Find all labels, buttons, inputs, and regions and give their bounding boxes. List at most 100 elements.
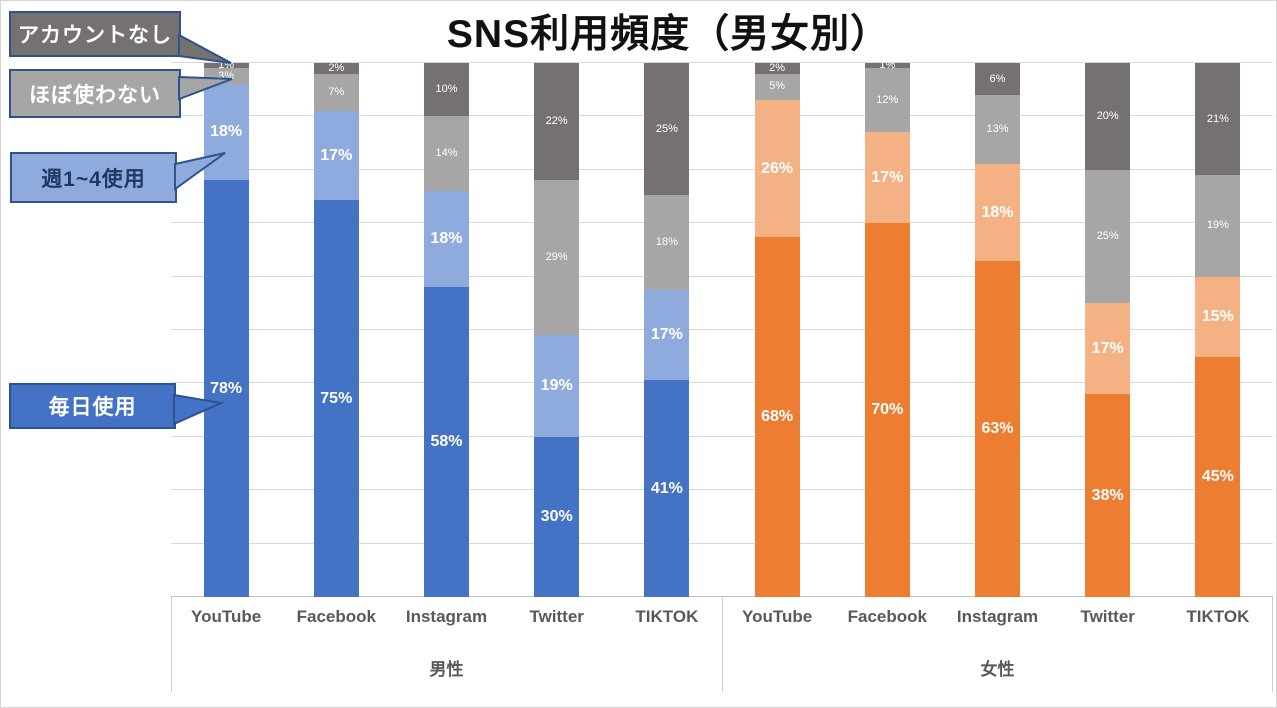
- category-label-TIKTOK: TIKTOK: [635, 607, 699, 626]
- bar-男性-TIKTOK: 41% 17% 18% 25%: [644, 63, 690, 597]
- segment-value-label: 63%: [981, 419, 1014, 437]
- bar-segment-アカウントなし: 20%: [1085, 63, 1131, 170]
- segment-value-label: 18%: [655, 236, 678, 249]
- segment-value-label: 19%: [540, 377, 573, 395]
- bar-segment-週1~4使用: 17%: [864, 132, 910, 224]
- segment-value-label: 30%: [540, 507, 573, 525]
- legend-label: 毎日使用: [48, 396, 137, 419]
- segment-value-label: 6%: [989, 72, 1006, 85]
- bar-女性-YouTube: 68% 26% 5% 2%: [754, 62, 800, 597]
- bar-segment-ほぼ使わない: 5%: [754, 73, 800, 101]
- axis-group-divider: [171, 597, 172, 692]
- segment-value-label: 41%: [650, 479, 683, 497]
- bar-segment-ほぼ使わない: 7%: [313, 73, 359, 111]
- legend-label: アカウントなし: [18, 24, 172, 47]
- segment-value-label: 26%: [761, 159, 794, 177]
- bar-segment-アカウントなし: 2%: [313, 61, 359, 74]
- bar-segment-毎日使用: 78%: [203, 180, 249, 597]
- bar-segment-ほぼ使わない: 29%: [534, 180, 580, 336]
- segment-value-label: 3%: [218, 69, 235, 82]
- bar-segment-アカウントなし: 10%: [424, 63, 469, 117]
- category-label-Facebook: Facebook: [847, 607, 927, 626]
- segment-value-label: 75%: [320, 389, 353, 407]
- category-label-Instagram: Instagram: [405, 607, 488, 626]
- segment-value-label: 15%: [1201, 307, 1234, 325]
- bar-segment-毎日使用: 41%: [644, 380, 690, 597]
- segment-value-label: 68%: [761, 408, 794, 426]
- bar-女性-TIKTOK: 45% 15% 19% 21%: [1195, 63, 1241, 597]
- category-axis: YouTube Facebook Instagram Twitter TIKTOK 男性 Y…: [171, 597, 1273, 694]
- segment-value-label: 19%: [1206, 219, 1229, 232]
- category-label-TIKTOK: TIKTOK: [1186, 607, 1250, 626]
- bar-segment-アカウントなし: 1%: [864, 60, 910, 71]
- segment-value-label: 17%: [650, 326, 683, 344]
- bar-segment-週1~4使用: 18%: [424, 191, 469, 288]
- bar-segment-アカウントなし: 1%: [203, 59, 249, 72]
- category-label-Instagram: Instagram: [956, 607, 1039, 626]
- bar-segment-アカウントなし: 25%: [644, 63, 690, 196]
- bar-segment-週1~4使用: 26%: [754, 100, 800, 238]
- category-label-Facebook: Facebook: [296, 607, 376, 626]
- group-label-女性: 女性: [980, 660, 1015, 679]
- segment-value-label: 14%: [435, 147, 458, 160]
- bar-男性-Twitter: 30% 19% 29% 22%: [534, 63, 580, 597]
- bar-segment-週1~4使用: 15%: [1195, 276, 1241, 357]
- gridline-60: [171, 275, 1273, 277]
- segment-value-label: 13%: [986, 123, 1009, 136]
- bar-segment-毎日使用: 70%: [864, 223, 910, 597]
- segment-value-label: 17%: [1091, 339, 1124, 357]
- segment-value-label: 38%: [1091, 486, 1124, 504]
- segment-value-label: 7%: [328, 85, 345, 98]
- category-label-YouTube: YouTube: [741, 607, 813, 626]
- bar-segment-毎日使用: 58%: [424, 287, 469, 597]
- legend-callout-no-account: アカウントなし: [9, 11, 181, 57]
- bar-男性-Facebook: 75% 17% 7% 2%: [313, 61, 359, 597]
- gridline-70: [171, 222, 1273, 224]
- bar-segment-ほぼ使わない: 19%: [1195, 175, 1241, 277]
- bar-segment-毎日使用: 30%: [534, 436, 580, 597]
- bar-segment-毎日使用: 75%: [313, 200, 359, 597]
- segment-value-label: 70%: [871, 401, 904, 419]
- bar-男性-Instagram: 58% 18% 14% 10%: [424, 63, 469, 597]
- gridline-100: [171, 62, 1273, 63]
- legend-label: ほぼ使わない: [29, 83, 161, 107]
- bar-segment-ほぼ使わない: 13%: [975, 95, 1020, 165]
- legend-callout-weekly-use: 週1~4使用: [10, 152, 177, 203]
- bar-segment-ほぼ使わない: 25%: [1085, 169, 1131, 304]
- segment-value-label: 58%: [430, 433, 463, 451]
- bar-segment-週1~4使用: 18%: [975, 164, 1020, 261]
- gridline-50: [171, 329, 1273, 330]
- gridline-40: [171, 382, 1273, 384]
- segment-value-label: 12%: [876, 93, 899, 106]
- gridline-30: [171, 435, 1273, 437]
- gridline-90: [171, 115, 1273, 117]
- legend-label: 週1~4使用: [41, 167, 146, 191]
- bar-segment-週1~4使用: 19%: [534, 335, 580, 437]
- segment-value-label: 2%: [328, 61, 345, 74]
- bar-女性-Twitter: 38% 17% 25% 20%: [1085, 63, 1131, 597]
- bar-女性-Facebook: 70% 17% 12% 1%: [864, 60, 910, 597]
- chart-title: SNS利用頻度（男女別）: [446, 13, 891, 56]
- bar-segment-週1~4使用: 17%: [644, 290, 690, 381]
- bar-segment-ほぼ使わない: 18%: [644, 195, 690, 291]
- bar-segment-毎日使用: 68%: [754, 237, 800, 597]
- x-axis-line: [171, 596, 1273, 597]
- segment-value-label: 29%: [545, 251, 568, 264]
- axis-group-divider: [1272, 597, 1273, 692]
- segment-value-label: 18%: [210, 123, 243, 141]
- segment-value-label: 1%: [218, 59, 235, 72]
- segment-value-label: 21%: [1206, 112, 1229, 125]
- category-label-YouTube: YouTube: [190, 607, 262, 626]
- plot-area: 78% 18% 3% 1% 75% 17% 7% 2% 58% 18% 14% 10% 30% 19% 29…: [171, 59, 1273, 597]
- segment-value-label: 18%: [430, 230, 463, 248]
- segment-value-label: 20%: [1096, 109, 1119, 122]
- bar-segment-ほぼ使わない: 14%: [424, 116, 469, 192]
- bar-segment-アカウントなし: 2%: [754, 62, 800, 74]
- bar-segment-毎日使用: 38%: [1085, 394, 1131, 597]
- segment-value-label: 25%: [655, 122, 678, 135]
- legend-callout-rarely-use: ほぼ使わない: [9, 69, 181, 118]
- bar-segment-週1~4使用: 18%: [203, 84, 249, 181]
- bar-segment-週1~4使用: 17%: [313, 110, 359, 201]
- bar-segment-毎日使用: 63%: [975, 260, 1020, 597]
